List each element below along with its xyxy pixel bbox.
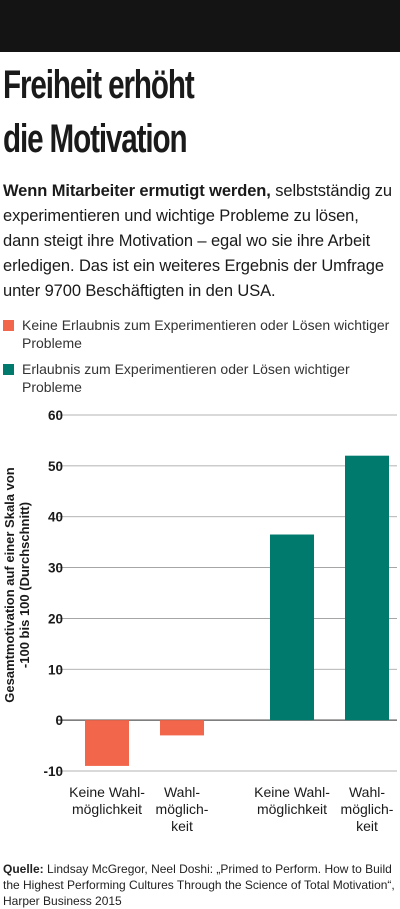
bar-no-permission-choice xyxy=(160,720,204,736)
y-tick-label: 60 xyxy=(48,408,63,423)
category-label-permission-choice: Wahl-möglich-keit xyxy=(341,784,394,834)
legend-item-permission: Erlaubnis zum Experimentieren oder Lösen… xyxy=(3,360,398,396)
y-tick-label: 10 xyxy=(48,662,63,677)
legend-swatch-no-permission xyxy=(3,320,14,331)
bar-permission-choice xyxy=(345,455,389,721)
y-tick-label: 20 xyxy=(48,611,63,626)
y-tick-label: 30 xyxy=(48,561,63,576)
y-axis-label-line-1: Gesamtmotivation auf einer Skala von xyxy=(2,467,17,703)
page-title: Freiheit erhöht die Motivation xyxy=(3,58,295,166)
category-label-no-permission-choice: Wahl-möglich-keit xyxy=(156,784,209,834)
source-label: Quelle: xyxy=(3,862,44,876)
chart-legend: Keine Erlaubnis zum Experimentieren oder… xyxy=(3,316,398,404)
category-label-no-permission-no-choice: Keine Wahl-möglichkeit xyxy=(69,784,145,817)
bar-no-permission-no-choice xyxy=(85,720,129,766)
legend-swatch-permission xyxy=(3,364,14,375)
title-line-1: Freiheit erhöht xyxy=(3,63,195,107)
bars xyxy=(85,455,389,766)
y-tick-labels: -10 0 10 20 30 40 50 60 xyxy=(43,408,63,779)
grid-lines xyxy=(56,414,397,772)
intro-text: Wenn Mitarbeiter ermutigt werden, selbst… xyxy=(3,179,397,304)
y-axis-label-line-2: -100 bis 100 (Durchschnitt) xyxy=(17,502,32,668)
source-note: Quelle: Lindsay McGregor, Neel Doshi: „P… xyxy=(3,861,399,909)
legend-label-no-permission: Keine Erlaubnis zum Experimentieren oder… xyxy=(22,317,390,351)
intro-body: selbstständig zu experimentieren und wic… xyxy=(3,182,392,300)
source-text: Lindsay McGregor, Neel Doshi: „Primed to… xyxy=(3,862,395,908)
y-tick-label: 50 xyxy=(48,459,63,474)
legend-label-permission: Erlaubnis zum Experimentieren oder Lösen… xyxy=(22,361,350,395)
y-tick-label: 0 xyxy=(55,713,63,728)
bar-permission-no-choice xyxy=(270,534,314,721)
bar-chart: Gesamtmotivation auf einer Skala von -10… xyxy=(2,408,397,834)
intro-bold: Wenn Mitarbeiter ermutigt werden, xyxy=(3,182,271,200)
title-line-2: die Motivation xyxy=(3,117,188,161)
y-tick-label: 40 xyxy=(48,510,63,525)
y-tick-label: -10 xyxy=(43,764,63,779)
legend-item-no-permission: Keine Erlaubnis zum Experimentieren oder… xyxy=(3,316,398,352)
category-label-permission-no-choice: Keine Wahl-möglichkeit xyxy=(254,784,330,817)
top-banner-bar xyxy=(0,0,400,52)
category-labels: Keine Wahl-möglichkeit Wahl-möglich-keit K… xyxy=(69,784,394,834)
